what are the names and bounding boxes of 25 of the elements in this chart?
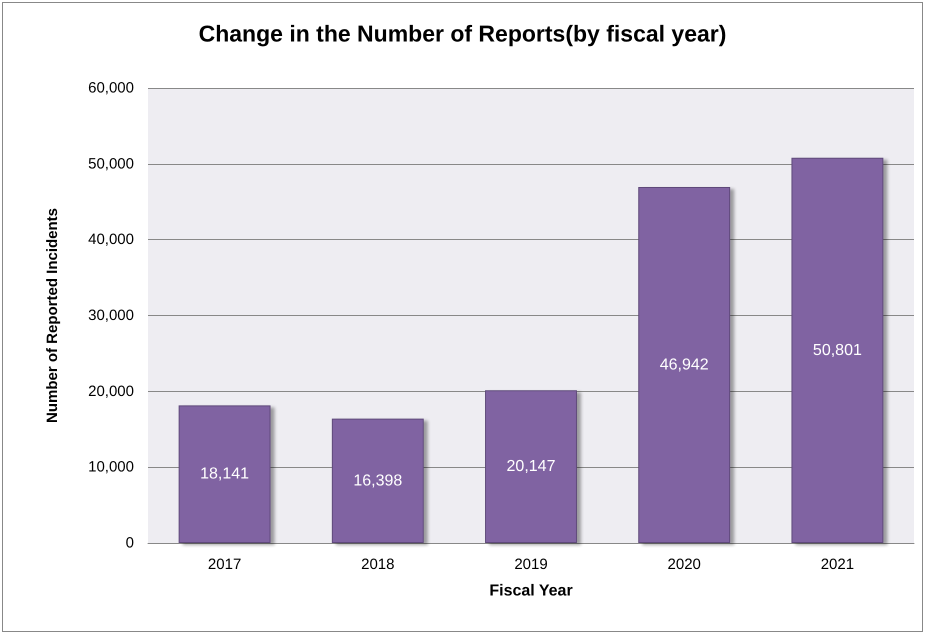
y-tick-label: 10,000 (88, 458, 134, 476)
y-tick-label: 50,000 (88, 155, 134, 172)
x-tick-label: 2018 (361, 556, 394, 573)
y-tick-label: 40,000 (88, 231, 134, 248)
data-label: 46,942 (660, 356, 709, 374)
y-axis-title: Number of Reported Incidents (44, 208, 61, 424)
data-label: 50,801 (812, 342, 862, 359)
x-tick-label: 2020 (668, 556, 701, 573)
bar (485, 390, 577, 543)
y-tick-label: 60,000 (88, 80, 134, 96)
data-label: 16,398 (353, 472, 402, 490)
x-axis-title: Fiscal Year (489, 582, 573, 600)
x-tick-label: 2019 (514, 556, 548, 573)
bar (178, 405, 271, 543)
chart-title: Change in the Number of Reports(by fiscal year) (198, 20, 726, 46)
bar (638, 187, 730, 543)
bar (791, 158, 884, 543)
y-tick-label: 20,000 (88, 382, 134, 400)
bar (332, 418, 424, 543)
x-tick-label: 2021 (820, 556, 854, 573)
y-tick-label: 0 (126, 534, 134, 552)
data-label: 20,147 (506, 458, 556, 476)
x-tick-label: 2017 (208, 556, 242, 573)
data-label: 18,141 (200, 466, 250, 483)
y-tick-label: 30,000 (88, 307, 134, 324)
